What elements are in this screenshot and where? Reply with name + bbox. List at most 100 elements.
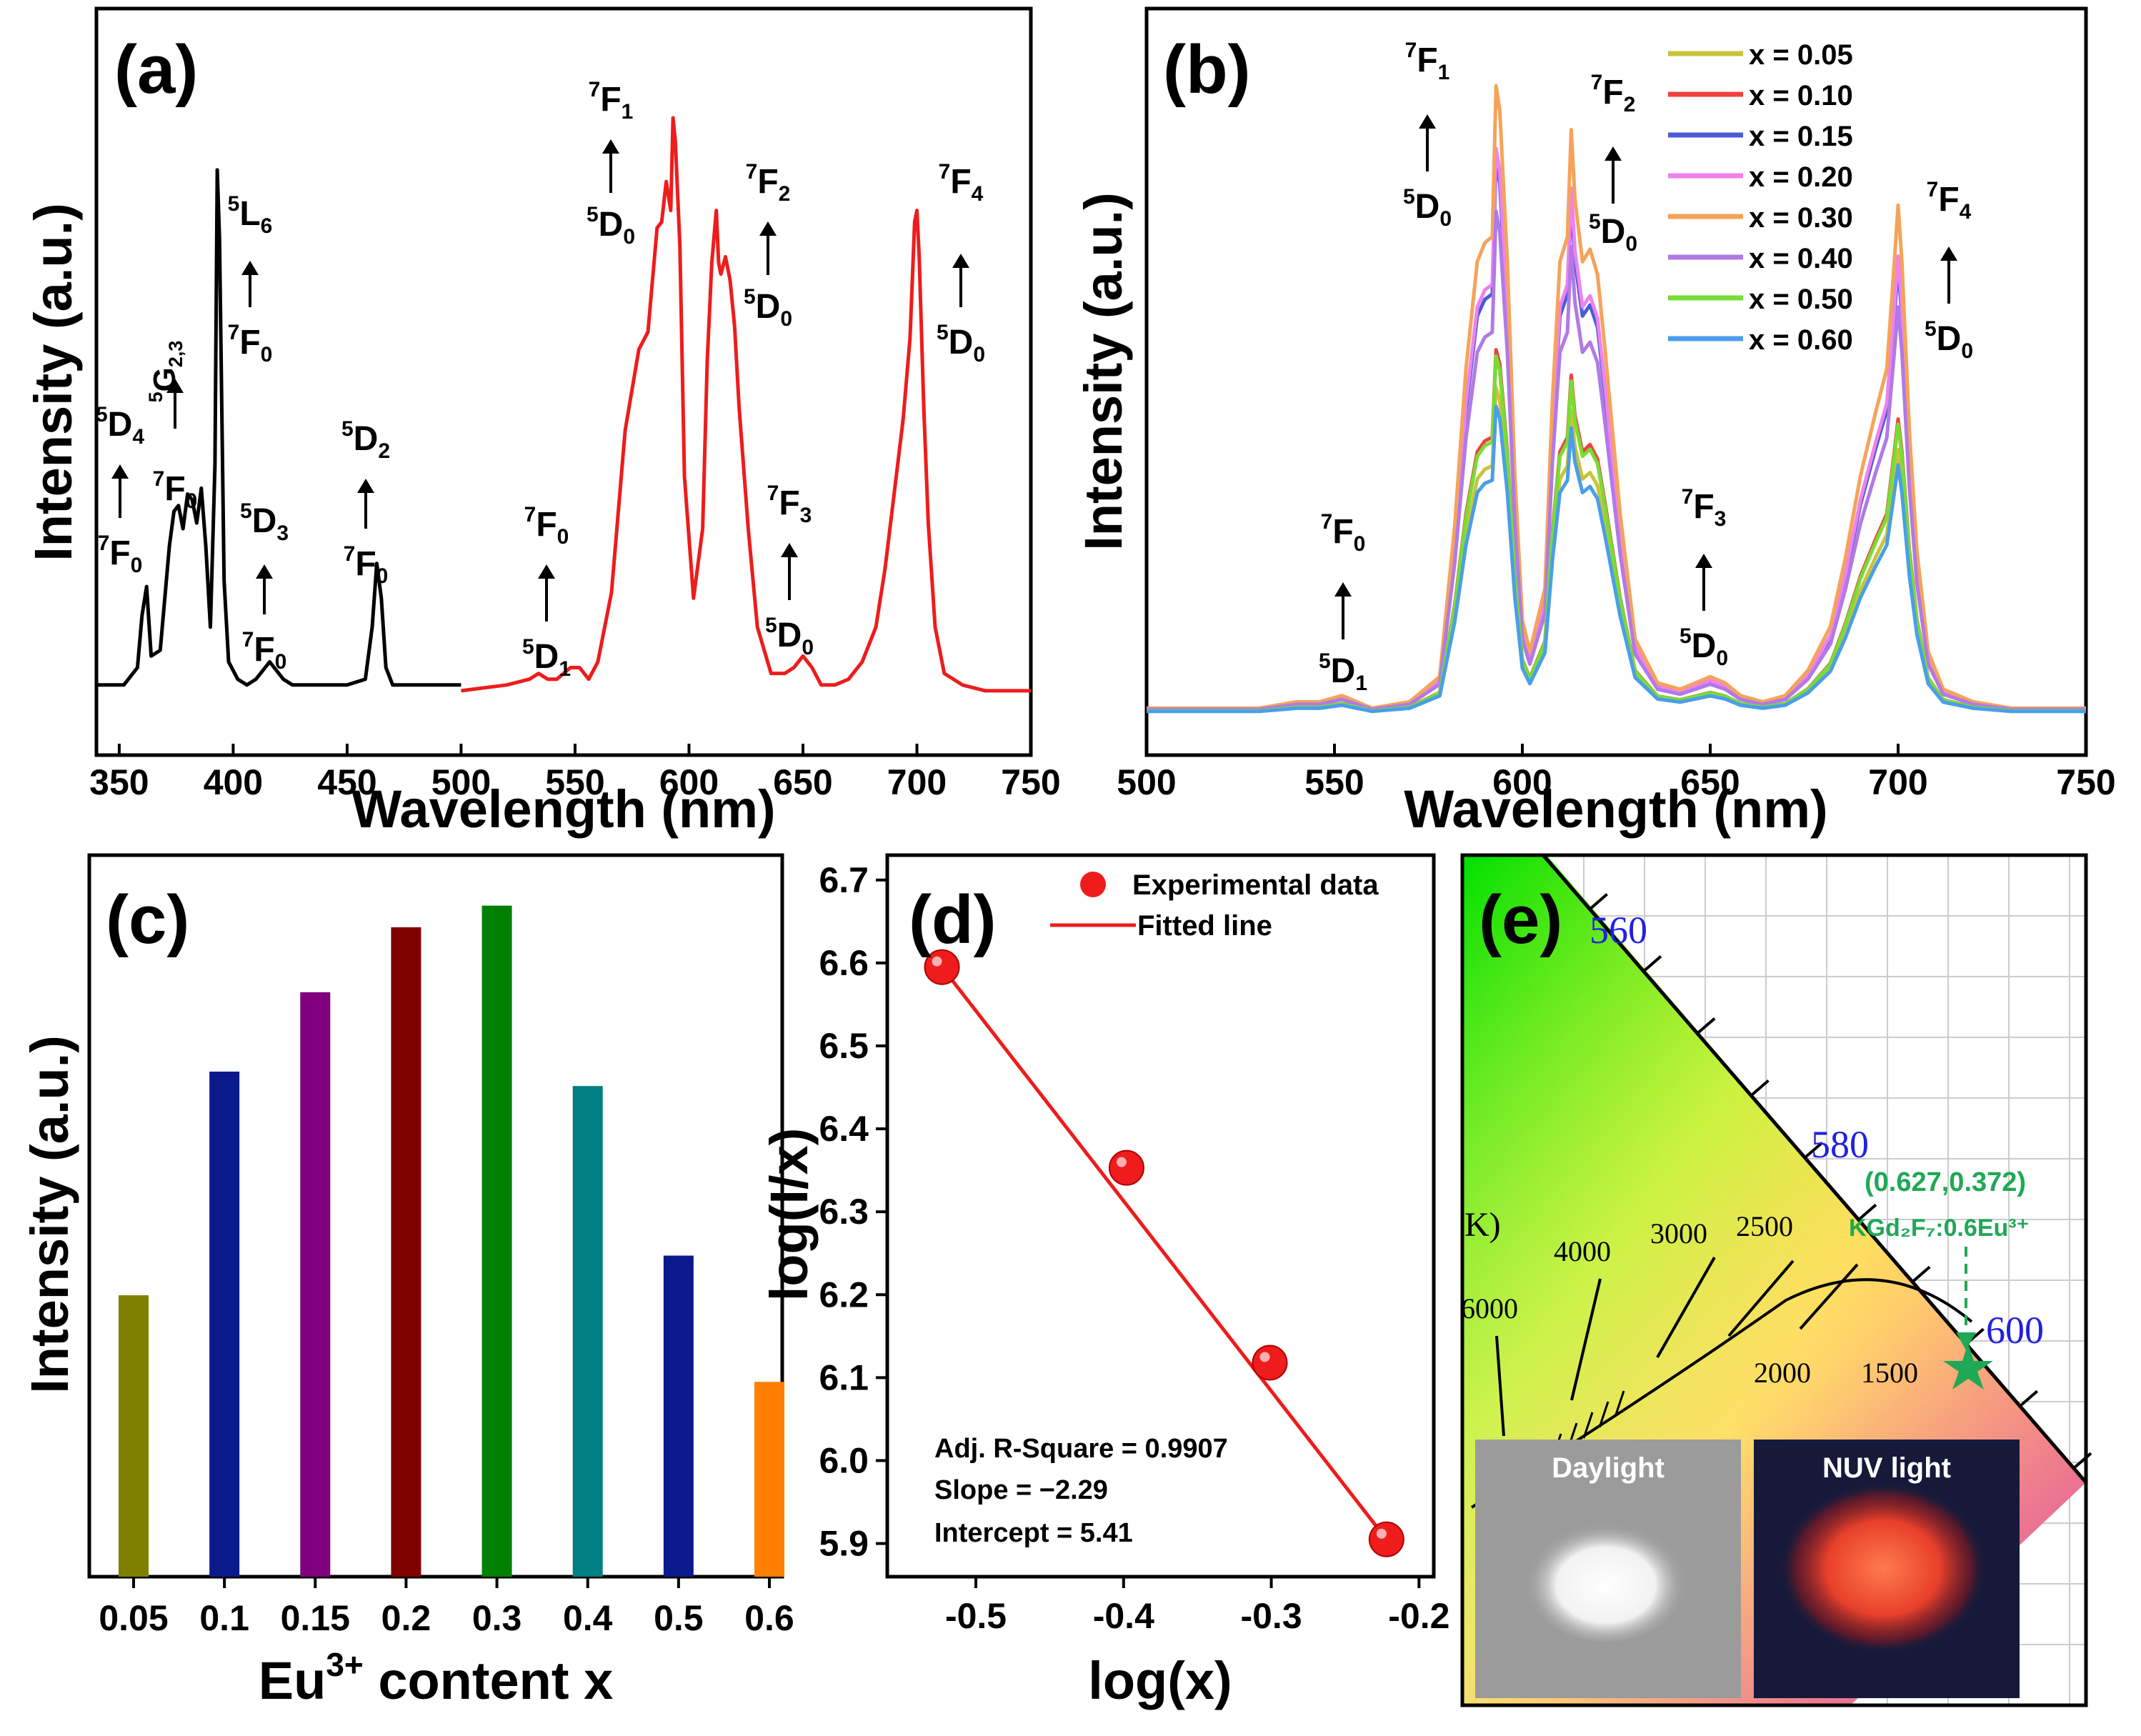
y-tick-label-6.4: 6.4 [819, 1109, 869, 1149]
a-ann-8-upper: 7F3 [767, 482, 812, 527]
planck-minor-tick [1598, 1401, 1610, 1428]
isotherm-2000 [1799, 1263, 1859, 1330]
y-tick-label-6.0: 6.0 [819, 1440, 869, 1480]
point-arrow-head [1956, 1332, 1976, 1350]
x-tick-label-0.6: 0.6 [744, 1598, 794, 1638]
b-ann-4-arrow-head [1940, 246, 1957, 261]
b-ann-1-upper-sub: 1 [1438, 61, 1450, 84]
a-ann-7-arrow-head [759, 221, 777, 236]
a-ann-3-lower-sup: 7 [242, 628, 254, 652]
panel-c: 0.05 0.1 0.15 0.2 0.3 0.4 0.5 0.6 (c) Eu3+ cont… [20, 853, 794, 1710]
panel-a-transition-annotations: 5D47F05G2,37F05L67F05D37F05D27F07F05D17F… [96, 78, 985, 681]
photo-daylight: Daylight [1475, 1440, 1741, 1698]
panel-c-x-ticks: 0.05 0.1 0.15 0.2 0.3 0.4 0.5 0.6 [99, 1577, 794, 1638]
data-point-1 [1108, 1149, 1144, 1186]
x-tick-label-0.1: 0.1 [199, 1598, 249, 1638]
data-point-2 [1252, 1345, 1288, 1381]
a-ann-8-lower-sub: 0 [802, 636, 814, 659]
a-ann-0-lower-sub: 0 [131, 554, 143, 577]
a-ann-8-lower-letter: D [777, 617, 802, 654]
x-tick-label-0.05: 0.05 [99, 1598, 168, 1638]
wavelength-label-600: 600 [1986, 1309, 2044, 1352]
panel-c-ylabel: Intensity (a.u.) [20, 1035, 79, 1394]
a-ann-2-upper-sup: 5 [228, 192, 240, 216]
b-ann-1-upper-letter: F [1417, 41, 1437, 79]
locus-tick [1911, 1265, 1931, 1283]
a-ann-4-upper-letter: D [354, 420, 379, 458]
legend-label-5: x = 0.40 [1749, 243, 1853, 274]
b-ann-1-lower-letter: D [1415, 188, 1440, 226]
a-ann-5-upper-sup: 7 [524, 503, 537, 527]
b-ann-1-upper-sup: 7 [1405, 39, 1417, 62]
panel-a-x-ticks: 350 400 450 500 550 600 650 700 750 [89, 744, 1061, 802]
panel-c-xlabel: Eu3+ content x [259, 1646, 614, 1710]
y-tick-label-6.7: 6.7 [819, 860, 869, 900]
wavelength-label-580: 580 [1811, 1123, 1869, 1166]
panel-e: 560 580 600 K) 6000 4000 3000 2500 2000 … [1460, 853, 2092, 1707]
photo-nuv-light: NUV light [1754, 1440, 2020, 1698]
x-tick-label-0.5: 0.5 [654, 1598, 704, 1638]
locus-tick [2019, 1390, 2039, 1407]
a-ann-2-lower-sub: 0 [261, 343, 273, 366]
cct-label-4000: 4000 [1554, 1235, 1611, 1267]
a-ann-6-lower-letter: D [599, 206, 624, 244]
a-ann-5-lower: 5D1 [522, 635, 571, 681]
fitted-line [940, 966, 1388, 1541]
data-point-highlight-1 [1116, 1157, 1127, 1167]
wavelength-label-560: 560 [1589, 909, 1647, 952]
a-ann-9-upper-sup: 7 [939, 160, 951, 184]
b-ann-3-upper-letter: F [1693, 488, 1714, 526]
a-ann-4-upper: 5D2 [341, 417, 390, 463]
b-ann-1-upper: 7F1 [1405, 39, 1450, 84]
a-ann-8-arrow-head [781, 543, 798, 557]
a-ann-5-arrow-head [538, 564, 555, 579]
x-tick-label-650: 650 [1680, 762, 1740, 802]
y-tick-label-6.3: 6.3 [819, 1192, 869, 1232]
a-ann-6-upper-sup: 7 [589, 78, 601, 101]
b-ann-0-upper-sub: 0 [1354, 532, 1366, 556]
series-excitation [96, 168, 461, 687]
b-ann-2-upper-sup: 7 [1591, 71, 1603, 94]
a-ann-5-upper-sub: 0 [557, 525, 569, 549]
b-ann-2-upper: 7F2 [1591, 71, 1636, 116]
bar-0.5 [663, 1255, 694, 1577]
panel-b-tag: (b) [1163, 31, 1251, 108]
x-tick-label-600: 600 [659, 762, 719, 802]
a-ann-5-lower-letter: D [534, 638, 559, 676]
panel-c-tag: (c) [106, 882, 189, 958]
locus-tick [1696, 1017, 1716, 1035]
a-ann-9-upper-sub: 4 [972, 182, 984, 206]
legend-label-4: x = 0.30 [1749, 202, 1853, 234]
a-ann-6-upper-sub: 1 [622, 100, 634, 124]
b-ann-2-lower: 5D0 [1589, 210, 1637, 256]
stat-r-square: Adj. R-Square = 0.9907 [934, 1434, 1228, 1464]
panel-e-frame [1460, 853, 2088, 1707]
b-ann-2-lower-sup: 5 [1589, 210, 1601, 234]
x-tick-label-0.3: 0.3 [472, 1598, 522, 1638]
a-ann-0-upper-letter: D [108, 406, 133, 444]
a-ann-9-arrow-head [952, 254, 969, 268]
x-tick-label-650: 650 [773, 762, 832, 802]
b-ann-0-lower-letter: D [1331, 652, 1356, 690]
cie-point-star [1943, 1343, 1993, 1390]
x-tick-label-700: 700 [1868, 762, 1927, 802]
panel-a-tag: (a) [114, 31, 198, 108]
panel-b-plot-area [1147, 84, 2086, 714]
cct-label-6000: 6000 [1461, 1292, 1518, 1325]
a-ann-8-upper-letter: F [779, 484, 799, 522]
a-ann-8-lower: 5D0 [765, 614, 814, 659]
legend-fit-label: Fitted line [1137, 910, 1272, 942]
b-ann-0-lower-sub: 1 [1355, 672, 1367, 695]
a-ann-7-upper-sup: 7 [746, 160, 758, 184]
a-ann-7-lower-sub: 0 [780, 307, 792, 331]
bar-0.2 [391, 927, 421, 1577]
bar-0.4 [572, 1086, 603, 1577]
a-ann-4-upper-sub: 2 [378, 439, 390, 463]
x-tick-label-700: 700 [887, 762, 947, 802]
a-ann-2-lower: 7F0 [228, 321, 273, 366]
a-ann-4-lower-sub: 0 [376, 564, 389, 588]
stat-slope: Slope = −2.29 [934, 1475, 1108, 1505]
planck-minor-tick [1582, 1412, 1594, 1439]
